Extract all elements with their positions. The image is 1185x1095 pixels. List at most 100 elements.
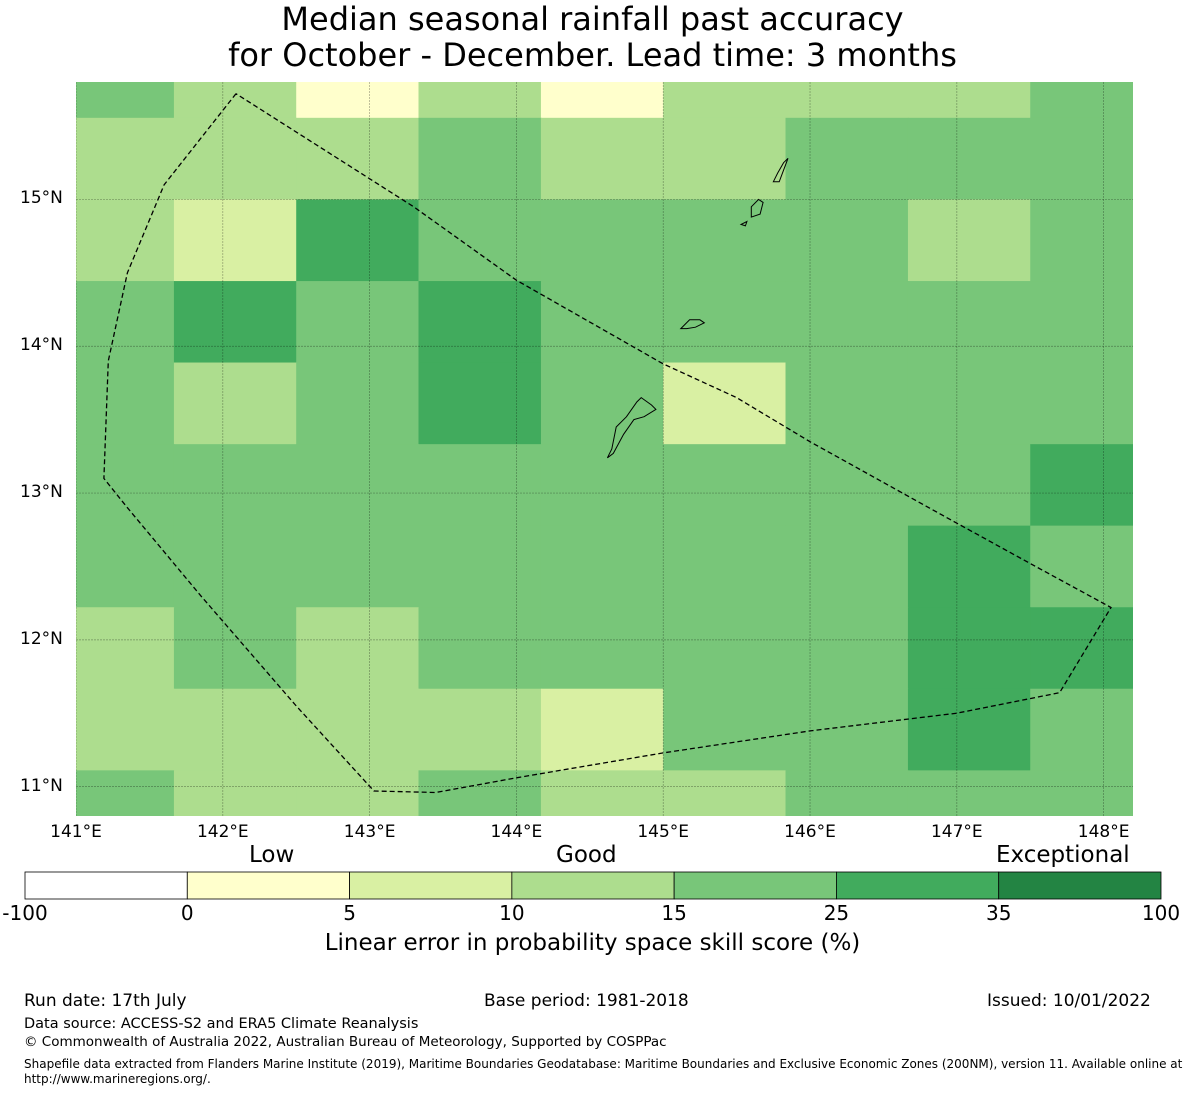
x-tick-label: 146°E <box>784 822 836 842</box>
colorbar-tick-label: 15 <box>661 901 687 925</box>
map-panel <box>76 82 1133 816</box>
skill-cell <box>296 117 420 201</box>
colorbar-swatch <box>24 871 188 900</box>
island-outline <box>606 396 657 459</box>
colorbar-swatch <box>836 871 1000 900</box>
colorbar-tick-label: 35 <box>985 901 1012 925</box>
colorbar-swatch <box>511 871 675 900</box>
skill-cell <box>663 444 787 527</box>
skill-cell <box>173 444 297 527</box>
skill-cell <box>785 199 909 282</box>
graticule <box>76 82 1133 816</box>
skill-cell <box>663 607 787 690</box>
skill-cell <box>296 444 420 527</box>
skill-cell <box>76 117 175 201</box>
colorbar-swatch <box>349 871 513 900</box>
colorbar-tick-label: 25 <box>823 901 850 925</box>
x-tick-label: 142°E <box>196 822 249 842</box>
skill-cell <box>418 82 542 119</box>
skill-cell <box>173 525 297 608</box>
skill-cell <box>907 770 1031 816</box>
x-tick-label: 144°E <box>490 822 543 842</box>
x-tick-label: 141°E <box>50 822 102 842</box>
skill-cell <box>1030 525 1133 608</box>
skill-cell <box>663 770 787 816</box>
colorbar-word-low: Low <box>249 842 295 868</box>
skill-cell <box>418 607 542 690</box>
skill-cell <box>540 362 664 445</box>
run-date: Run date: 17th July <box>24 991 187 1011</box>
skill-cell <box>296 688 420 771</box>
skill-cell <box>173 199 297 282</box>
skill-cell <box>907 117 1031 201</box>
skill-grid <box>76 82 1133 816</box>
skill-cell <box>296 199 420 282</box>
skill-cell <box>173 607 297 690</box>
y-tick-label: 14°N <box>20 335 63 356</box>
colorbar-swatch <box>186 871 350 900</box>
skill-cell <box>173 688 297 771</box>
skill-cell <box>785 525 909 608</box>
shapefile-credit: Shapefile data extracted from Flanders M… <box>24 1057 1183 1086</box>
skill-cell <box>907 444 1031 527</box>
colorbar-tick-label: 0 <box>180 901 194 925</box>
skill-cell <box>540 770 664 816</box>
skill-cell <box>907 525 1031 608</box>
skill-cell <box>663 281 787 364</box>
eez-boundary <box>103 93 1112 794</box>
copyright: © Commonwealth of Australia 2022, Austra… <box>24 1034 667 1050</box>
colorbar-tick-label: 100 <box>1141 901 1181 925</box>
skill-cell <box>76 770 175 816</box>
skill-cell <box>1030 117 1133 201</box>
skill-cell <box>76 444 175 527</box>
island-outline <box>772 157 789 183</box>
colorbar-tick-label: 5 <box>343 901 356 925</box>
colorbar-swatch <box>998 871 1162 900</box>
skill-cell <box>296 281 420 364</box>
skill-cell <box>663 525 787 608</box>
skill-cell <box>1030 607 1133 690</box>
y-tick-label: 15°N <box>20 188 63 209</box>
skill-cell <box>785 82 909 119</box>
skill-cell <box>1030 82 1133 119</box>
skill-cell <box>418 117 542 201</box>
skill-cell <box>907 281 1031 364</box>
skill-cell <box>173 281 297 364</box>
skill-cell <box>76 199 175 282</box>
skill-cell <box>76 688 175 771</box>
skill-cell <box>663 199 787 282</box>
skill-cell <box>1030 770 1133 816</box>
skill-cell <box>173 770 297 816</box>
colorbar-swatch <box>673 871 837 900</box>
skill-cell <box>663 362 787 445</box>
base-period: Base period: 1981-2018 <box>484 991 689 1011</box>
skill-cell <box>540 525 664 608</box>
skill-cell <box>296 82 420 119</box>
skill-cell <box>418 281 542 364</box>
skill-cell <box>418 199 542 282</box>
skill-cell <box>173 362 297 445</box>
skill-cell <box>785 607 909 690</box>
skill-cell <box>540 607 664 690</box>
skill-cell <box>785 770 909 816</box>
skill-cell <box>540 444 664 527</box>
colorbar-tick-label: -100 <box>2 901 48 925</box>
x-tick-label: 143°E <box>343 822 396 842</box>
skill-cell <box>907 199 1031 282</box>
skill-cell <box>296 362 420 445</box>
skill-cell <box>296 525 420 608</box>
skill-cell <box>540 82 664 119</box>
colorbar-word-exceptional: Exceptional <box>996 842 1130 868</box>
x-tick-label: 148°E <box>1077 822 1130 842</box>
skill-cell <box>418 444 542 527</box>
data-source: Data source: ACCESS-S2 and ERA5 Climate … <box>24 1016 419 1032</box>
skill-cell <box>907 688 1031 771</box>
issued-date: Issued: 10/01/2022 <box>987 991 1151 1011</box>
colorbar-tick-label: 10 <box>499 901 525 925</box>
coastlines <box>606 157 789 459</box>
skill-cell <box>907 362 1031 445</box>
title-line-1: Median seasonal rainfall past accuracy <box>281 0 904 38</box>
skill-cell <box>296 770 420 816</box>
skill-cell <box>76 525 175 608</box>
skill-cell <box>785 688 909 771</box>
